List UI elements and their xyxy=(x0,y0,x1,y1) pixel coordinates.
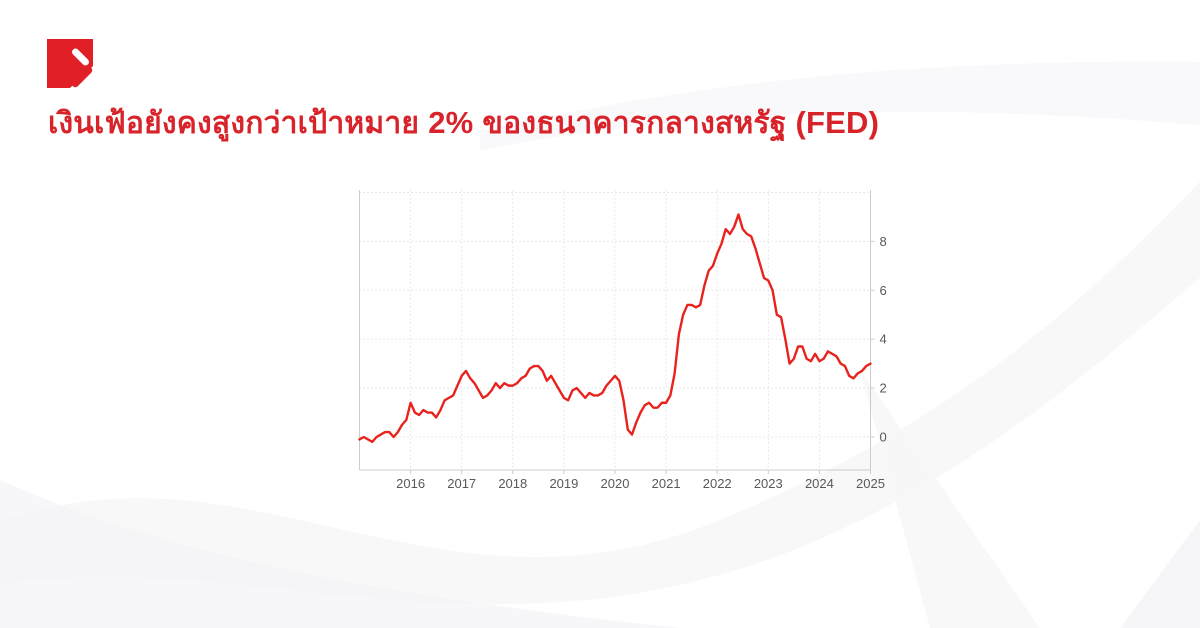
inflation-chart: 2016 2017 2018 2019 2020 2021 2022 2023 2024 2025… xyxy=(358,186,903,501)
logo-white-slash xyxy=(72,48,89,66)
x-tick-label: 2020 xyxy=(601,476,630,491)
y-tick-label: 4 xyxy=(880,332,887,347)
x-tick-label: 2023 xyxy=(754,476,783,491)
cpi-line-series xyxy=(358,213,872,444)
x-tick-label: 2019 xyxy=(549,476,578,491)
y-tick-label: 2 xyxy=(880,381,887,396)
swoosh-right-edge xyxy=(1120,520,1200,628)
headline-part1: เงินเฟ้อยังคงสูงกว่าเป้าหมาย xyxy=(48,107,420,140)
headline-part2: ของธนาคารกลางสหรัฐ xyxy=(482,107,787,140)
headline-highlight-fed: (FED) xyxy=(795,105,880,140)
logo-red-slash xyxy=(71,66,93,88)
x-tick-label: 2025 xyxy=(856,476,885,491)
y-tick-label: 8 xyxy=(880,234,887,249)
x-tick-label: 2016 xyxy=(396,476,425,491)
x-tick-label: 2022 xyxy=(703,476,732,491)
inflation-chart-svg: 2016 2017 2018 2019 2020 2021 2022 2023 2024 2025… xyxy=(358,190,887,491)
page-title: เงินเฟ้อยังคงสูงกว่าเป้าหมาย 2% ของธนาคา… xyxy=(48,100,879,147)
x-tick-label: 2024 xyxy=(805,476,834,491)
brand-logo-icon xyxy=(47,39,93,88)
x-tick-label: 2018 xyxy=(498,476,527,491)
y-tick-label: 6 xyxy=(880,283,887,298)
y-tick-label: 0 xyxy=(880,429,887,444)
x-tick-label: 2021 xyxy=(652,476,681,491)
x-tick-label: 2017 xyxy=(447,476,476,491)
headline-highlight-2pct: 2% xyxy=(428,105,474,140)
brand-logo xyxy=(47,39,95,89)
